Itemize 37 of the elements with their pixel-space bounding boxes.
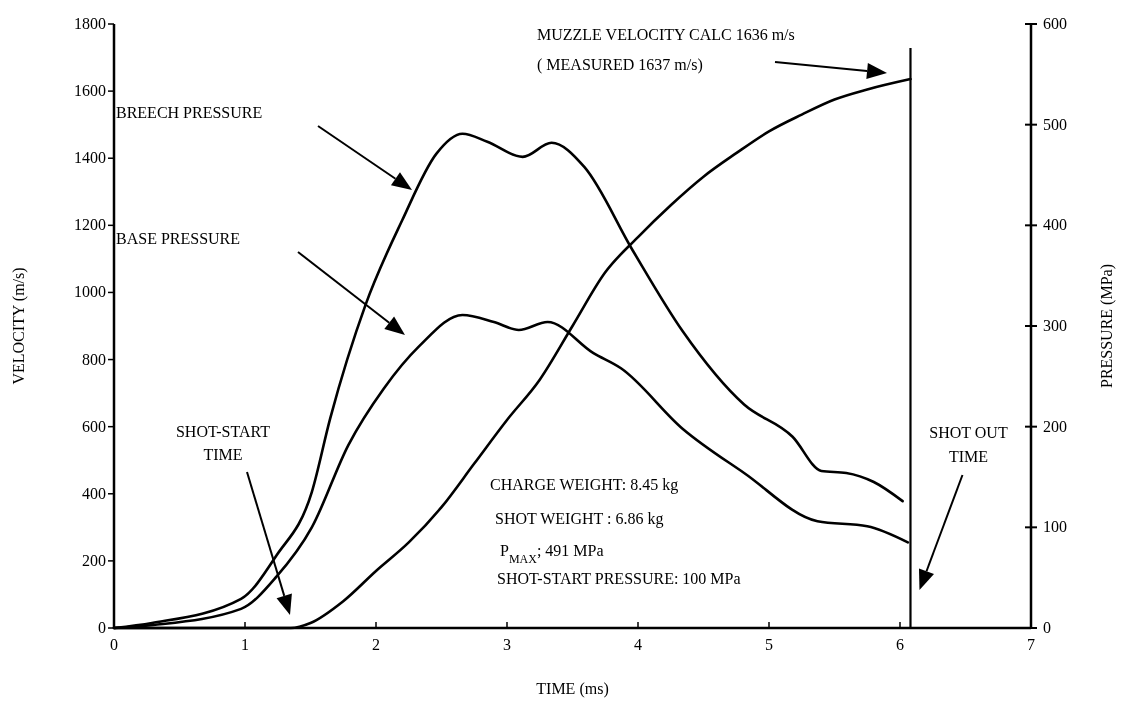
annotation: BASE PRESSURE [116, 230, 241, 247]
x-tick-label: 1 [241, 636, 249, 653]
annotation: SHOT WEIGHT : 6.86 kg [495, 510, 664, 528]
annotation: BREECH PRESSURE [116, 104, 263, 121]
annotation: P$_{MAX}$; 491 MPa [500, 542, 604, 566]
y-tick-label: 600 [82, 417, 106, 435]
x-tick-label: 5 [765, 636, 773, 653]
y-tick-label: 200 [82, 551, 106, 569]
y2-tick-label: 400 [1043, 216, 1067, 234]
x-tick-label: 4 [634, 636, 642, 653]
y-axis-title: VELOCITY (m/s) [10, 267, 28, 385]
annotation: SHOT-START TIME [175, 423, 271, 463]
annotation: MUZZLE VELOCITY CALC 1636 m/s ( MEASURED 1637 m/s) [537, 26, 795, 74]
x-tick-label: 6 [896, 636, 904, 653]
y2-tick-label: 100 [1043, 518, 1067, 536]
y-tick-label: 1400 [74, 149, 106, 167]
annotation: SHOT-START PRESSURE: 100 MPa [497, 570, 741, 587]
y-tick-label: 0 [98, 619, 106, 636]
x-tick-label: 2 [372, 636, 380, 653]
y2-axis-title: PRESSURE (MPa) [1098, 263, 1116, 389]
y2-tick-label: 500 [1043, 115, 1067, 133]
x-tick-label: 0 [110, 636, 118, 653]
y-tick-label: 400 [82, 484, 106, 502]
y-tick-label: 1800 [74, 15, 106, 32]
x-axis-title: TIME (ms) [536, 680, 609, 698]
y-tick-label: 800 [82, 350, 106, 368]
y-tick-label: 1600 [74, 82, 106, 100]
y2-tick-label: 200 [1043, 417, 1067, 435]
y-tick-label: 1000 [74, 283, 106, 301]
y2-tick-label: 0 [1043, 619, 1051, 636]
x-tick-label: 7 [1027, 636, 1035, 653]
x-tick-label: 3 [503, 636, 511, 653]
ref-line-label: SHOT OUT TIME [929, 424, 1008, 465]
y-tick-label: 1200 [74, 216, 106, 234]
annotation: CHARGE WEIGHT: 8.45 kg [490, 476, 679, 494]
y2-tick-label: 300 [1043, 317, 1067, 334]
y2-tick-label: 600 [1043, 15, 1067, 32]
